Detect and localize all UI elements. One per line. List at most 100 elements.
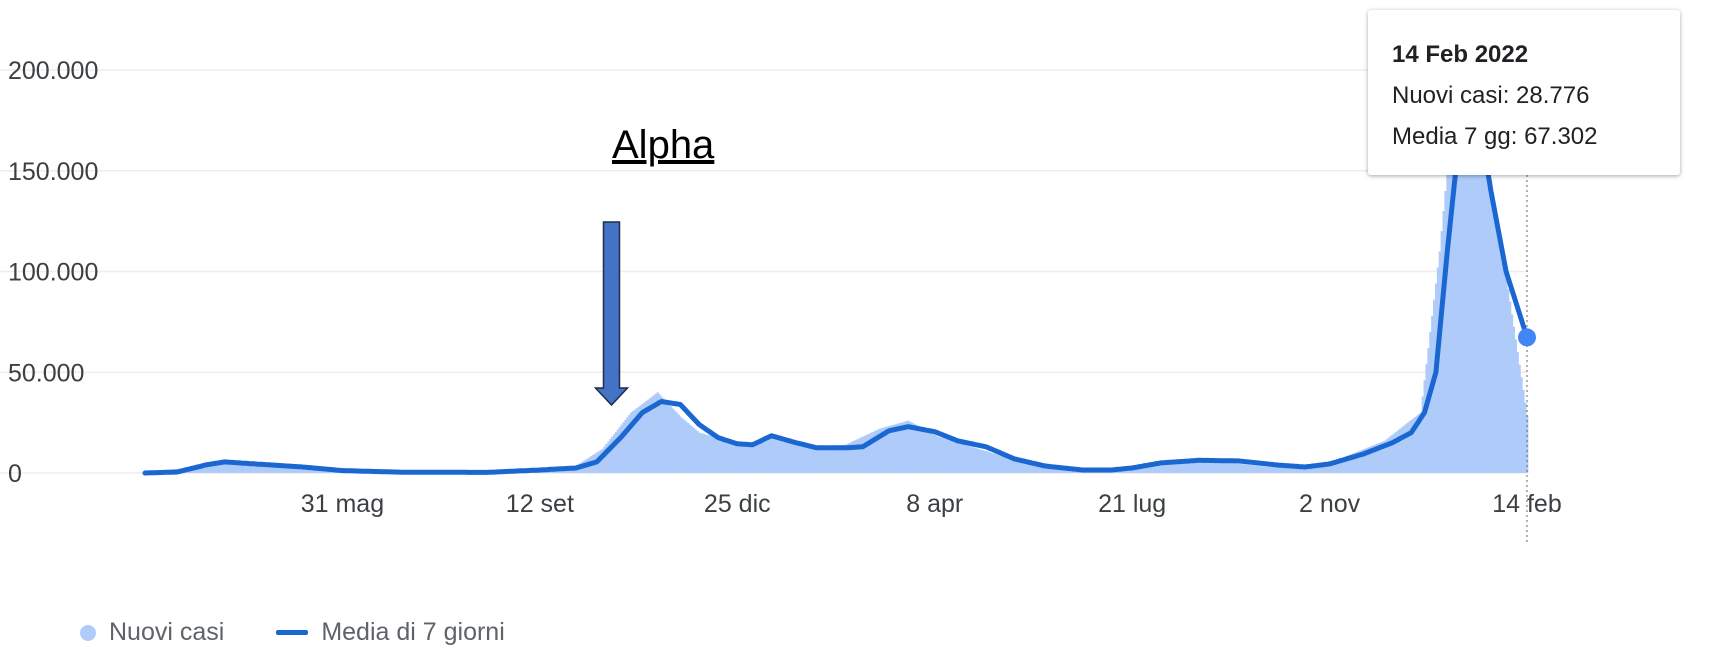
bar-407 <box>916 425 919 473</box>
bar-677 <box>1429 331 1432 473</box>
bar-607 <box>1296 465 1299 473</box>
bar-637 <box>1353 452 1356 473</box>
bar-620 <box>1321 463 1324 473</box>
bar-626 <box>1332 461 1335 473</box>
bar-69 <box>275 466 278 473</box>
bar-390 <box>884 427 887 473</box>
bar-670 <box>1415 415 1419 473</box>
bar-267 <box>650 396 654 473</box>
bar-657 <box>1391 434 1394 473</box>
bar-440 <box>979 449 982 473</box>
bar-349 <box>806 446 809 473</box>
bar-291 <box>696 431 699 473</box>
bar-652 <box>1381 441 1385 473</box>
bar-434 <box>967 445 971 473</box>
bar-719 <box>1508 301 1512 473</box>
bar-572 <box>1229 462 1233 473</box>
bar-596 <box>1275 466 1278 473</box>
bar-721 <box>1512 326 1516 473</box>
bar-254 <box>626 417 629 473</box>
bar-377 <box>859 437 863 473</box>
bar-341 <box>791 440 794 473</box>
bar-58 <box>254 464 257 473</box>
bar-578 <box>1241 464 1244 473</box>
bar-709 <box>1489 180 1493 473</box>
bar-592 <box>1267 466 1271 473</box>
bar-271 <box>658 394 661 473</box>
bar-589 <box>1262 466 1265 473</box>
bar-43 <box>225 461 228 473</box>
bar-280 <box>675 412 678 473</box>
bar-534 <box>1157 462 1161 473</box>
bar-403 <box>909 421 912 473</box>
bar-64 <box>265 465 268 473</box>
bar-415 <box>931 433 935 473</box>
bar-604 <box>1290 465 1293 473</box>
bar-89 <box>313 468 316 473</box>
bar-590 <box>1264 466 1267 473</box>
bar-577 <box>1239 463 1242 473</box>
bar-700 <box>1472 86 1476 474</box>
bar-717 <box>1505 276 1508 473</box>
bar-636 <box>1351 453 1354 473</box>
bar-653 <box>1383 440 1386 473</box>
bar-342 <box>793 441 796 473</box>
bar-708 <box>1488 169 1491 473</box>
bar-559 <box>1205 460 1208 473</box>
legend-item-7day-average[interactable]: Media di 7 giorni <box>276 618 505 647</box>
bar-533 <box>1155 462 1159 473</box>
bar-408 <box>918 426 921 473</box>
bar-33 <box>206 463 209 473</box>
bar-71 <box>278 466 282 473</box>
bar-282 <box>679 416 682 473</box>
bar-548 <box>1184 460 1187 473</box>
bar-399 <box>901 422 904 473</box>
bar-417 <box>935 435 938 473</box>
x-tick-label-3: 8 apr <box>906 490 963 518</box>
bar-563 <box>1212 461 1216 473</box>
bar-562 <box>1210 460 1214 473</box>
bar-682 <box>1438 251 1442 473</box>
bar-243 <box>605 443 608 473</box>
bar-661 <box>1398 428 1402 473</box>
bar-82 <box>299 467 303 473</box>
legend-item-new-cases[interactable]: Nuovi casi <box>80 618 224 647</box>
bar-52 <box>242 463 246 473</box>
bar-274 <box>664 400 667 473</box>
tooltip: 14 Feb 2022 Nuovi casi: 28.776 Media 7 g… <box>1368 10 1680 175</box>
bar-381 <box>867 434 870 473</box>
bar-285 <box>685 421 688 473</box>
bar-458 <box>1013 459 1016 473</box>
bar-722 <box>1514 339 1517 473</box>
bar-313 <box>738 443 741 473</box>
bar-445 <box>988 452 992 473</box>
annotation-arrow-icon <box>593 221 630 407</box>
bar-485 <box>1064 468 1068 473</box>
bar-251 <box>620 424 623 473</box>
bar-337 <box>783 437 787 473</box>
bar-351 <box>810 446 813 473</box>
bar-91 <box>316 468 320 473</box>
bar-414 <box>929 432 933 473</box>
bar-315 <box>742 444 745 473</box>
bar-699 <box>1470 78 1474 473</box>
bar-624 <box>1328 462 1331 473</box>
bar-301 <box>715 437 718 473</box>
bar-88 <box>311 468 314 473</box>
bar-676 <box>1427 348 1430 473</box>
bar-542 <box>1172 459 1176 473</box>
bar-369 <box>844 444 847 473</box>
bar-343 <box>795 441 798 473</box>
bar-468 <box>1032 464 1035 473</box>
bar-353 <box>814 446 817 473</box>
bar-536 <box>1161 461 1164 473</box>
bar-689 <box>1452 110 1455 474</box>
bar-597 <box>1277 466 1280 473</box>
bar-568 <box>1222 462 1225 473</box>
bar-75 <box>286 466 289 473</box>
bar-80 <box>295 467 299 473</box>
bar-331 <box>772 436 775 473</box>
bar-655 <box>1387 437 1390 473</box>
bar-245 <box>609 439 612 473</box>
bar-690 <box>1453 90 1457 474</box>
